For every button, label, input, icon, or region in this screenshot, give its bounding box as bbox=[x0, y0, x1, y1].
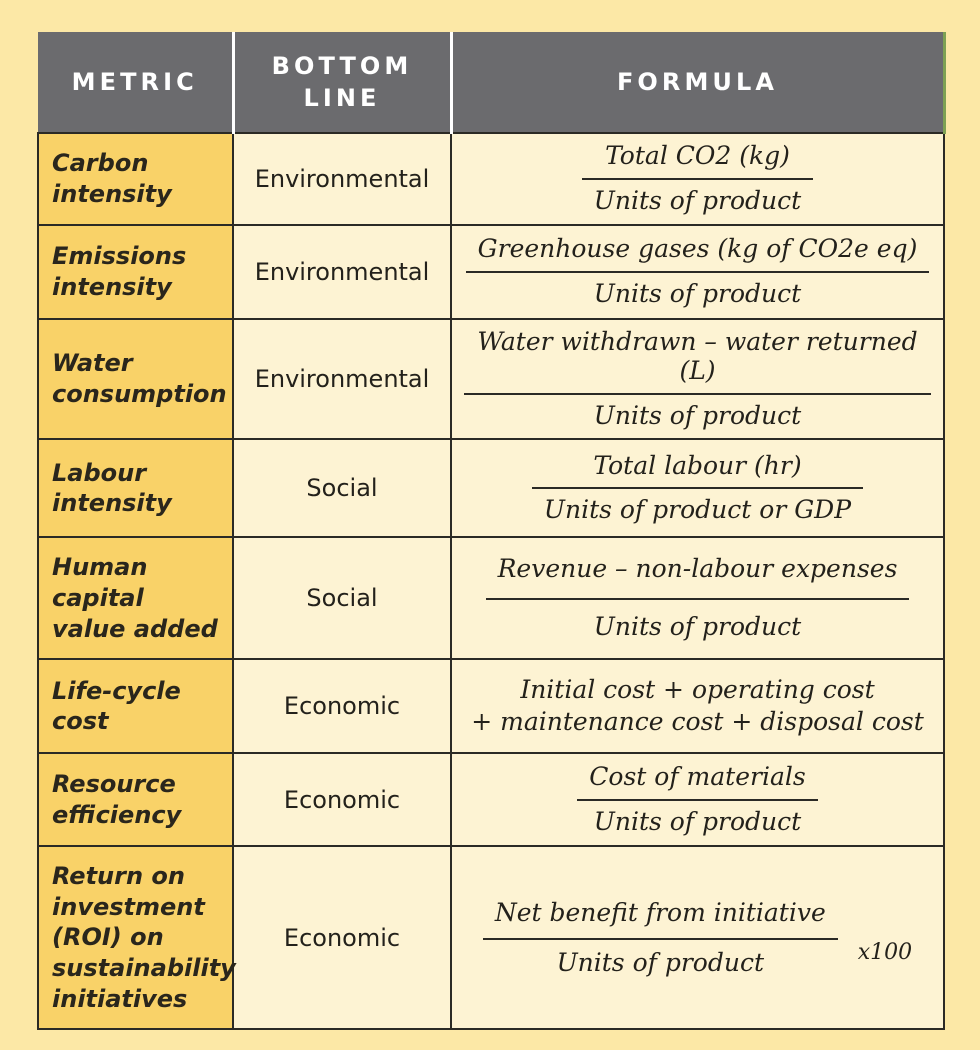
bottom-line-cell: Social bbox=[232, 536, 452, 661]
fraction-numerator: Revenue – non-labour expenses bbox=[485, 554, 910, 601]
metric-label: Water consumption bbox=[52, 349, 227, 409]
table-row-roi-sustainability-initiatives: Return on investment (ROI) on sustainabi… bbox=[37, 845, 945, 1031]
fraction-denominator: Units of product bbox=[593, 279, 802, 308]
formula-expression-line: Initial cost + operating cost bbox=[520, 674, 875, 704]
formula-cell: Cost of materials Units of product bbox=[450, 752, 945, 848]
fraction-multiplier: x100 bbox=[857, 939, 913, 965]
formula-expression-line: + maintenance cost + disposal cost bbox=[471, 707, 924, 737]
metric-cell: Carbon intensity bbox=[37, 132, 234, 226]
formula-fraction: Net benefit from initiative Units of pro… bbox=[482, 898, 838, 978]
fraction-denominator: Units of product bbox=[593, 612, 802, 642]
header-bottom-line: BOTTOM LINE bbox=[231, 32, 451, 133]
sustainability-metrics-table: METRIC BOTTOM LINE FORMULA Carbon intens… bbox=[37, 32, 946, 1031]
formula-cell: Net benefit from initiative Units of pro… bbox=[450, 845, 945, 1031]
table-row-life-cycle-cost: Life-cycle cost Economic Initial cost + … bbox=[37, 658, 945, 755]
table-row-carbon-intensity: Carbon intensity Environmental Total CO2… bbox=[37, 132, 945, 226]
formula-fraction: Cost of materials Units of product bbox=[577, 762, 818, 837]
header-formula-label: FORMULA bbox=[616, 67, 779, 96]
bottom-line-cell: Economic bbox=[232, 658, 452, 755]
formula-cell: Total labour (hr) Units of product or GD… bbox=[450, 438, 945, 539]
metric-label: Resource efficiency bbox=[52, 770, 182, 829]
fraction-numerator: Water withdrawn – water returned (L) bbox=[464, 327, 931, 395]
metric-cell: Life-cycle cost bbox=[37, 658, 234, 755]
table-row-resource-efficiency: Resource efficiency Economic Cost of mat… bbox=[37, 752, 945, 848]
formula-cell: Initial cost + operating cost + maintena… bbox=[450, 658, 945, 755]
header-metric-label: METRIC bbox=[71, 67, 198, 96]
header-formula: FORMULA bbox=[449, 32, 946, 133]
fraction-denominator: Units of product bbox=[593, 806, 802, 836]
formula-fraction-with-multiplier: Net benefit from initiative Units of pro… bbox=[482, 898, 913, 978]
table-row-human-capital-value-added: Human capital value added Social Revenue… bbox=[37, 536, 945, 661]
fraction-numerator: Net benefit from initiative bbox=[482, 898, 838, 940]
metric-label: Return on investment (ROI) on sustainabi… bbox=[52, 861, 236, 1013]
metric-label: Life-cycle cost bbox=[52, 676, 181, 736]
metric-cell: Resource efficiency bbox=[37, 752, 234, 848]
bottom-line-cell: Environmental bbox=[232, 317, 452, 441]
bottom-line-cell: Environmental bbox=[232, 224, 452, 320]
metric-label: Carbon intensity bbox=[52, 149, 172, 208]
fraction-numerator: Greenhouse gases (kg of CO2e eq) bbox=[465, 234, 930, 273]
formula-cell: Revenue – non-labour expenses Units of p… bbox=[450, 536, 945, 661]
fraction-denominator: Units of product bbox=[593, 400, 802, 430]
metric-label: Emissions intensity bbox=[52, 242, 187, 301]
fraction-denominator: Units of product bbox=[593, 186, 802, 215]
bottom-line-cell: Economic bbox=[232, 845, 452, 1031]
formula-fraction: Revenue – non-labour expenses Units of p… bbox=[485, 554, 910, 643]
table-row-labour-intensity: Labour intensity Social Total labour (hr… bbox=[37, 438, 945, 539]
formula-fraction: Total CO2 (kg) Units of product bbox=[581, 141, 814, 216]
metric-label: Labour intensity bbox=[52, 458, 172, 518]
metric-cell: Emissions intensity bbox=[37, 224, 234, 320]
formula-cell: Water withdrawn – water returned (L) Uni… bbox=[450, 317, 945, 441]
table-row-water-consumption: Water consumption Environmental Water wi… bbox=[37, 317, 945, 441]
formula-fraction: Total labour (hr) Units of product or GD… bbox=[531, 451, 864, 526]
bottom-line-cell: Environmental bbox=[232, 132, 452, 226]
bottom-line-cell: Social bbox=[232, 438, 452, 539]
fraction-numerator: Cost of materials bbox=[577, 762, 818, 801]
formula-cell: Total CO2 (kg) Units of product bbox=[450, 132, 945, 226]
fraction-denominator: Units of product or GDP bbox=[543, 495, 852, 525]
fraction-numerator: Total CO2 (kg) bbox=[581, 141, 814, 180]
formula-fraction: Water withdrawn – water returned (L) Uni… bbox=[464, 327, 931, 430]
formula-expression: Initial cost + operating cost + maintena… bbox=[464, 674, 931, 739]
header-row: METRIC BOTTOM LINE FORMULA bbox=[38, 32, 946, 133]
header-metric: METRIC bbox=[38, 32, 233, 133]
fraction-numerator: Total labour (hr) bbox=[531, 451, 864, 490]
header-bottom-line-label: BOTTOM LINE bbox=[271, 51, 413, 112]
fraction-denominator: Units of product bbox=[556, 947, 764, 977]
formula-fraction: Greenhouse gases (kg of CO2e eq) Units o… bbox=[465, 234, 930, 309]
metric-cell: Human capital value added bbox=[37, 536, 234, 661]
metric-cell: Return on investment (ROI) on sustainabi… bbox=[37, 845, 236, 1031]
bottom-line-cell: Economic bbox=[232, 752, 452, 848]
metric-label: Human capital value added bbox=[52, 553, 218, 643]
formula-cell: Greenhouse gases (kg of CO2e eq) Units o… bbox=[450, 224, 945, 320]
table-row-emissions-intensity: Emissions intensity Environmental Greenh… bbox=[37, 224, 945, 320]
metric-cell: Labour intensity bbox=[37, 438, 234, 539]
metric-cell: Water consumption bbox=[37, 317, 234, 441]
